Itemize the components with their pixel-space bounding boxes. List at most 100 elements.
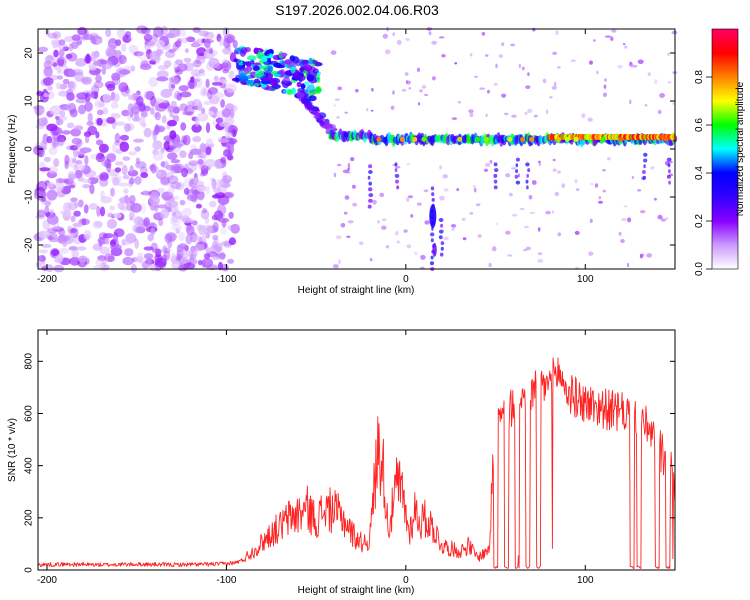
spectrogram-blob (532, 27, 536, 32)
spectrogram-blob (273, 62, 282, 68)
spectrogram-blob (304, 101, 312, 109)
spectrogram-blob (493, 179, 498, 184)
snr-x-tick-label: 100 (577, 575, 594, 586)
spectrogram-blob (319, 120, 325, 127)
spectrogram-blob (135, 161, 147, 169)
spectrogram-blob (469, 112, 474, 118)
spectrogram-blob (165, 164, 176, 171)
spectrogram-blob (37, 230, 50, 239)
spectrogram-blob (129, 165, 134, 173)
spectrogram-frame (37, 28, 676, 270)
spectrogram-blob (533, 114, 538, 118)
spectrogram-blob (98, 143, 109, 153)
spectrogram-blob (525, 85, 531, 89)
spectrogram-blob (672, 134, 677, 140)
spectrogram-blob (175, 182, 185, 191)
spectrogram-blob (431, 76, 436, 81)
spectrogram-blob (604, 78, 607, 82)
spectrogram-blob (203, 38, 211, 48)
spectrogram-blob (440, 241, 445, 246)
spectrogram-blob (406, 163, 410, 166)
spectrogram-blob (504, 112, 509, 116)
spectrogram-blob (430, 232, 435, 237)
spectrogram-blob (493, 173, 498, 178)
colorbar-tick-label: 0.6 (694, 118, 705, 132)
spectrogram-blob (170, 84, 175, 89)
spectrogram-blob (71, 34, 81, 41)
spectrogram-blob (78, 255, 88, 263)
spectrogram-blob (218, 138, 230, 143)
spectrogram-blob (46, 189, 58, 201)
spectrogram-blob (592, 39, 596, 42)
spectrogram-blob (55, 253, 64, 264)
spectrogram-blob (45, 264, 54, 273)
spectrogram-blob (620, 239, 625, 243)
spectrogram-blob (245, 61, 252, 68)
spectrogram-blob (639, 253, 643, 259)
spectrogram-blob (99, 246, 110, 255)
spectrogram-blob (134, 176, 142, 185)
spectrogram-blob (196, 185, 207, 193)
spectrogram-blob (65, 181, 76, 188)
spectrogram-blob (81, 218, 87, 226)
spectrogram-blob (121, 241, 132, 246)
spectrogram-blob (69, 256, 81, 266)
spectrogram-blob (642, 175, 646, 180)
spectrogram-blob (163, 247, 171, 254)
spectrogram-blob (178, 231, 186, 242)
spectrogram-blob (178, 264, 188, 272)
spectrogram-blob (122, 174, 130, 180)
spectrogram-blob (667, 52, 670, 56)
spectrogram-blob (600, 136, 606, 142)
spectrogram-blob (115, 161, 124, 166)
snr-frame (37, 329, 676, 571)
spectrogram-blob (185, 234, 193, 245)
spectrogram-blob (84, 29, 89, 36)
spectrogram-blob (71, 41, 79, 49)
spectrogram-blob (78, 199, 84, 208)
spectrogram-blob (47, 32, 58, 39)
spectrogram-blob (40, 265, 49, 271)
spectrogram-blob (510, 167, 517, 170)
spectrogram-blob (117, 201, 125, 210)
spectrogram-blob (227, 258, 235, 264)
spectrogram-blob (501, 93, 507, 98)
spectrogram-blob (549, 96, 553, 99)
spectrogram-blob (43, 92, 48, 98)
spectrogram-blob (92, 38, 97, 44)
spectrogram-blob (47, 91, 55, 100)
spectrogram-blob (118, 197, 129, 203)
spectrogram-blob (511, 114, 517, 118)
spectrogram-blob (442, 174, 448, 179)
spectrogram-blob (482, 32, 485, 36)
spectrogram-blob (515, 163, 519, 168)
spectrogram-blob (200, 235, 207, 246)
spectrogram-blob (642, 170, 646, 174)
spectrogram-blob (193, 135, 202, 143)
spectrogram-blob (287, 62, 297, 68)
spectrogram-blob (106, 42, 118, 49)
spectrogram-blob (95, 74, 102, 83)
spectrogram-blob (367, 204, 372, 209)
spectrogram-blob (180, 122, 187, 131)
spectrogram-blob (493, 185, 498, 190)
spectrogram-blob (517, 173, 520, 178)
spectrogram-blob (332, 264, 339, 269)
spectrogram-blob (653, 197, 657, 201)
spectrogram-blob (145, 256, 152, 268)
spectrogram-blob (527, 168, 531, 173)
spectrogram-blob (654, 79, 658, 84)
spectrogram-blob (203, 253, 211, 260)
spectrogram-blob (76, 92, 89, 100)
spectrogram-blob (430, 186, 435, 191)
spectrogram-blob (192, 40, 199, 47)
spectrogram-blob (147, 233, 154, 242)
spectrogram-blob (136, 25, 148, 34)
spectrogram-blob (308, 57, 313, 65)
spectrogram-blob (234, 58, 241, 64)
spectrogram-blob (173, 195, 180, 200)
spectrogram-blob (46, 182, 55, 188)
spectrogram-y-tick-label: -10 (24, 189, 35, 204)
spectrogram-blob (205, 247, 211, 254)
spectrogram-blob (336, 235, 342, 240)
